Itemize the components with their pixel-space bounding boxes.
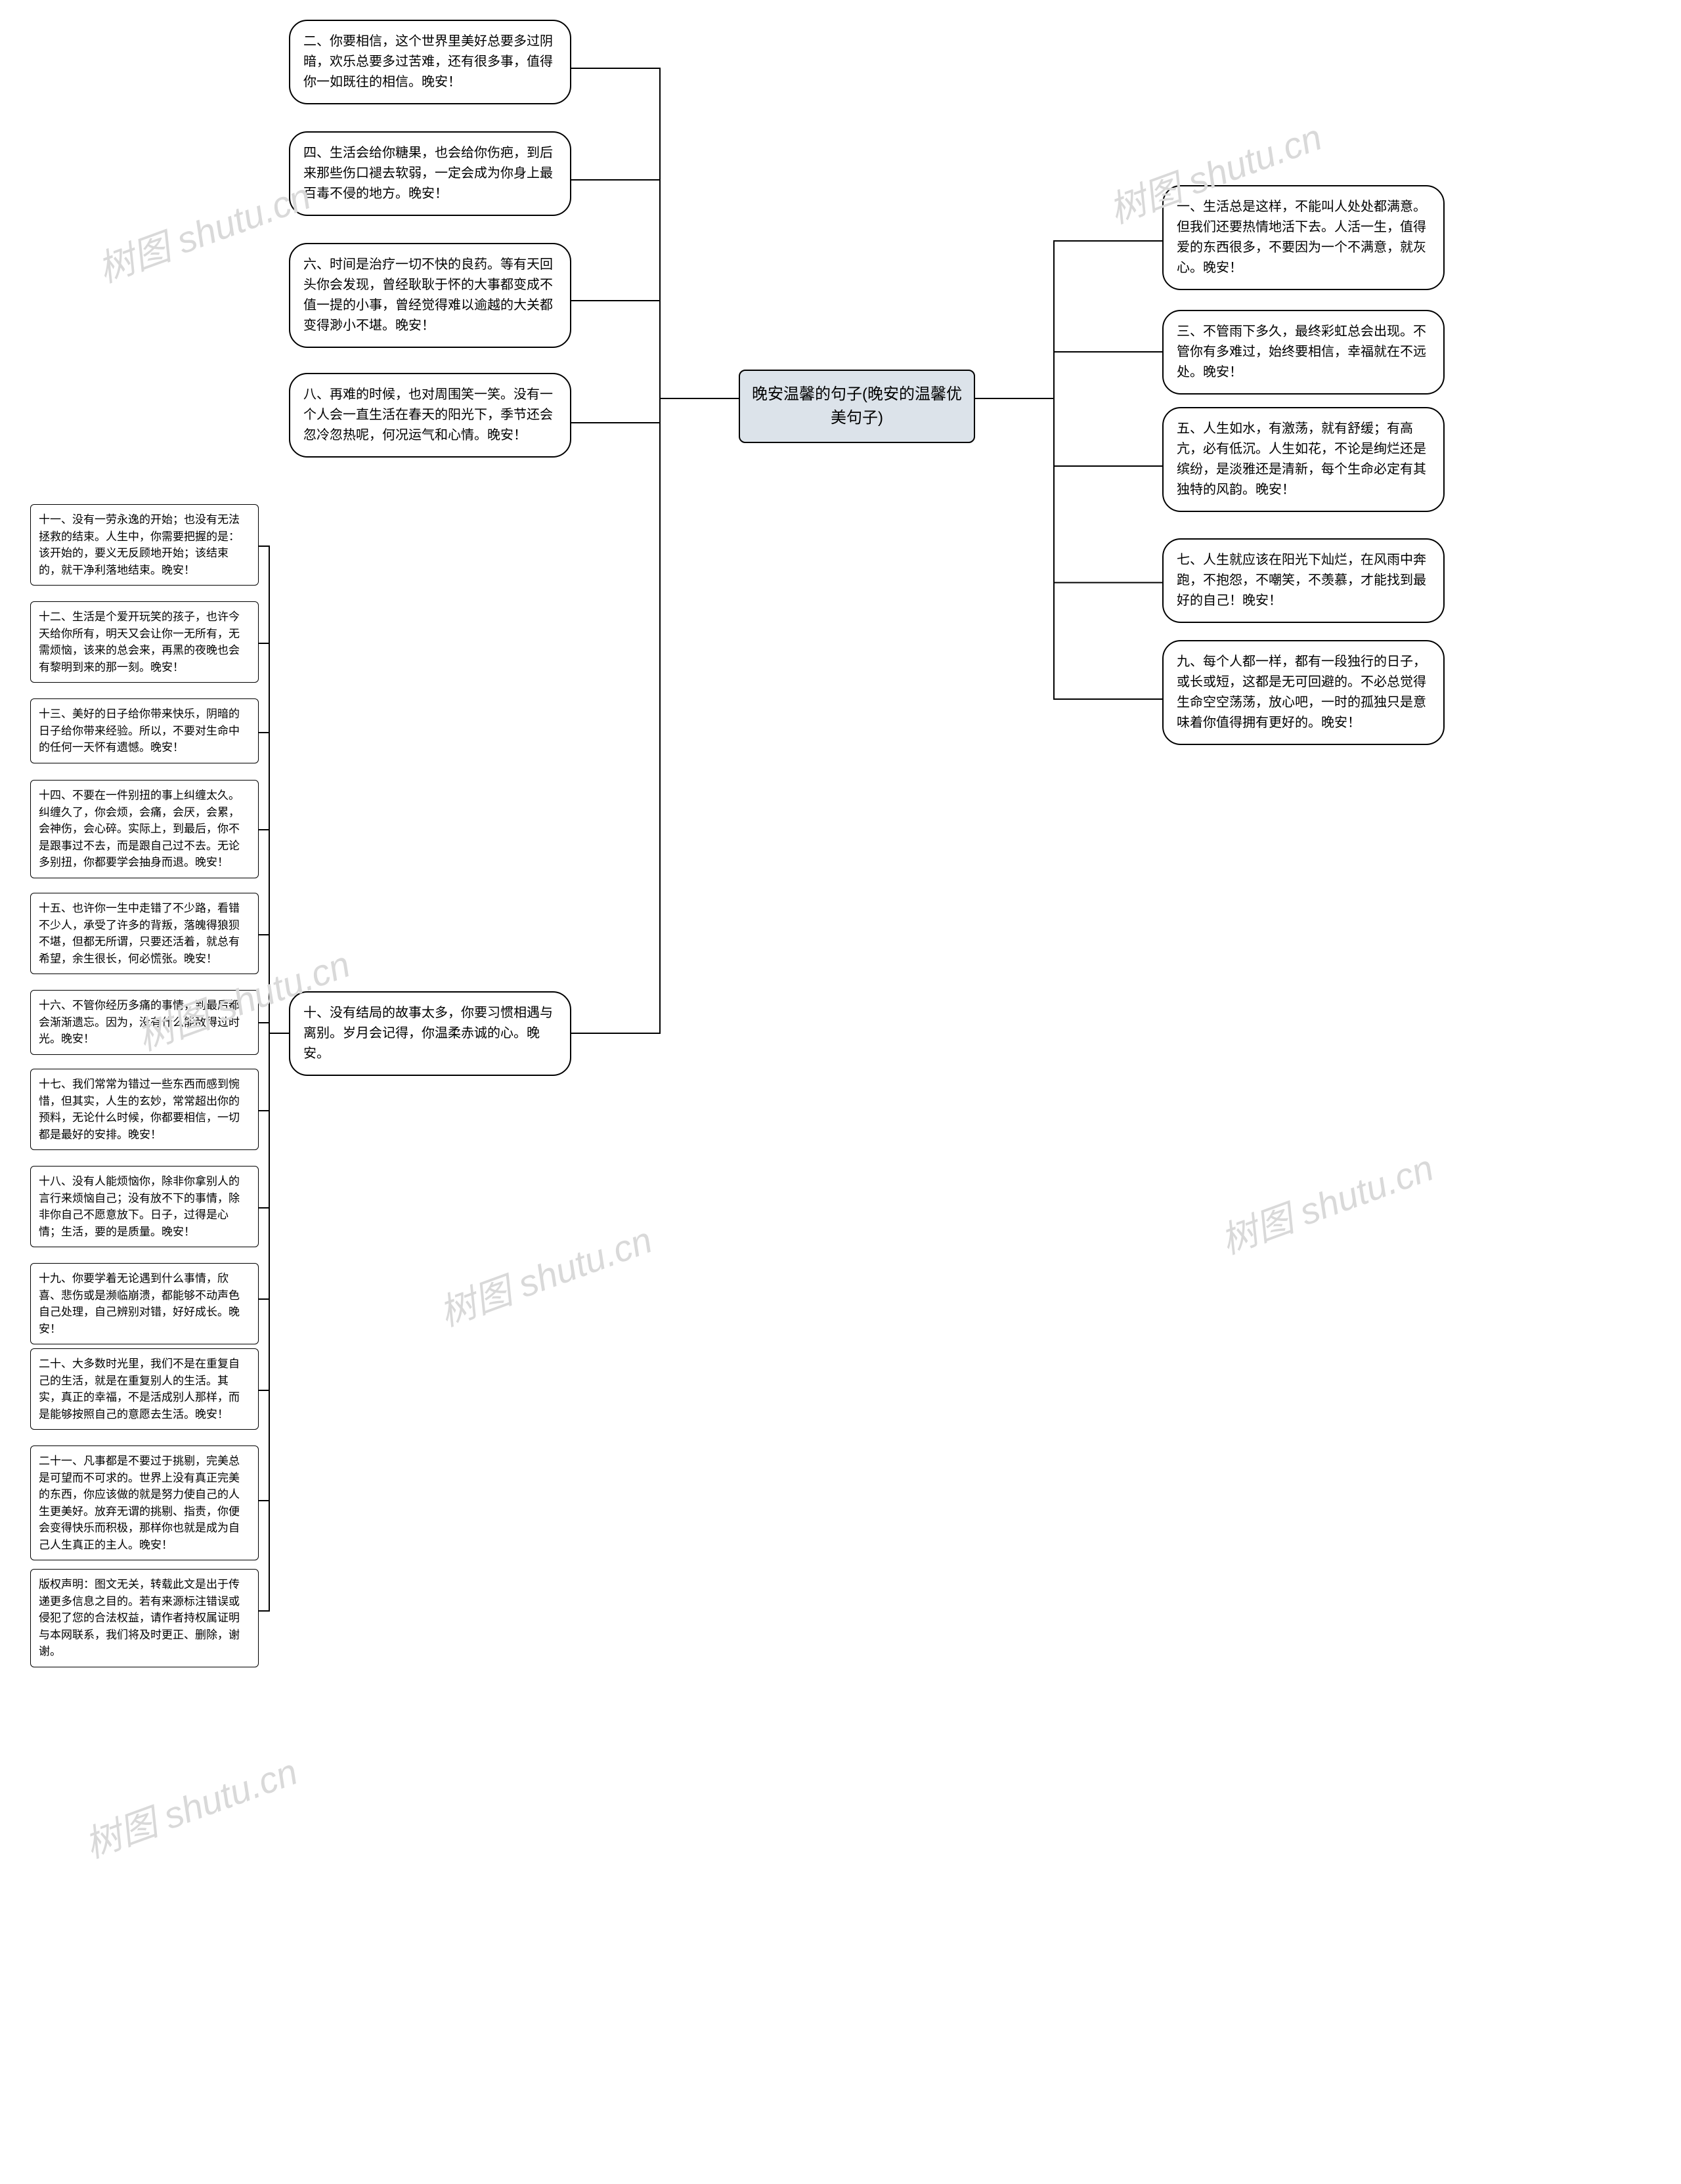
- leaf-node-text: 二十一、凡事都是不要过于挑剔，完美总是可望而不可求的。世界上没有真正完美的东西，…: [39, 1455, 240, 1551]
- leaf-node: 十一、没有一劳永逸的开始；也没有无法拯救的结束。人生中，你需要把握的是：该开始的…: [30, 504, 259, 586]
- right-node: 七、人生就应该在阳光下灿烂，在风雨中奔跑，不抱怨，不嘲笑，不羡慕，才能找到最好的…: [1162, 538, 1445, 623]
- leaf-node-text: 十四、不要在一件别扭的事上纠缠太久。纠缠久了，你会烦，会痛，会厌，会累，会神伤，…: [39, 789, 240, 868]
- leaf-node-text: 十一、没有一劳永逸的开始；也没有无法拯救的结束。人生中，你需要把握的是：该开始的…: [39, 513, 240, 576]
- leaf-node: 十四、不要在一件别扭的事上纠缠太久。纠缠久了，你会烦，会痛，会厌，会累，会神伤，…: [30, 780, 259, 878]
- leaf-node-text: 十五、也许你一生中走错了不少路，看错不少人，承受了许多的背叛，落魄得狼狈不堪，但…: [39, 902, 240, 965]
- watermark: 树图 shutu.cn: [89, 167, 317, 293]
- leaf-node: 十八、没有人能烦恼你，除非你拿别人的言行来烦恼自己；没有放不下的事情，除非你自己…: [30, 1166, 259, 1247]
- leaf-node: 十三、美好的日子给你带来快乐，阴暗的日子给你带来经验。所以，不要对生命中的任何一…: [30, 698, 259, 763]
- right-node: 一、生活总是这样，不能叫人处处都满意。但我们还要热情地活下去。人活一生，值得爱的…: [1162, 185, 1445, 290]
- center-node-text: 晚安温馨的句子(晚安的温馨优美句子): [752, 385, 962, 427]
- right-node-text: 五、人生如水，有激荡，就有舒缓；有高亢，必有低沉。人生如花，不论是绚烂还是缤纷，…: [1177, 421, 1426, 497]
- center-node: 晚安温馨的句子(晚安的温馨优美句子): [739, 370, 975, 443]
- watermark: 树图 shutu.cn: [431, 1210, 659, 1337]
- left-node: 二、你要相信，这个世界里美好总要多过阴暗，欢乐总要多过苦难，还有很多事，值得你一…: [289, 20, 571, 104]
- leaf-node: 十五、也许你一生中走错了不少路，看错不少人，承受了许多的背叛，落魄得狼狈不堪，但…: [30, 893, 259, 974]
- leaf-node-text: 十二、生活是个爱开玩笑的孩子，也许今天给你所有，明天又会让你一无所有，无需烦恼，…: [39, 610, 240, 674]
- left-node-text: 二、你要相信，这个世界里美好总要多过阴暗，欢乐总要多过苦难，还有很多事，值得你一…: [303, 34, 553, 89]
- left-node-text: 六、时间是治疗一切不快的良药。等有天回头你会发现，曾经耿耿于怀的大事都变成不值一…: [303, 257, 553, 333]
- right-node-text: 七、人生就应该在阳光下灿烂，在风雨中奔跑，不抱怨，不嘲笑，不羡慕，才能找到最好的…: [1177, 553, 1426, 608]
- right-node-text: 一、生活总是这样，不能叫人处处都满意。但我们还要热情地活下去。人活一生，值得爱的…: [1177, 200, 1426, 275]
- leaf-node: 十七、我们常常为错过一些东西而感到惋惜，但其实，人生的玄妙，常常超出你的预料，无…: [30, 1069, 259, 1150]
- leaf-node: 二十、大多数时光里，我们不是在重复自己的生活，就是在重复别人的生活。其实，真正的…: [30, 1348, 259, 1430]
- leaf-node-text: 十六、不管你经历多痛的事情，到最后都会渐渐遗忘。因为，没有什么能敌得过时光。晚安…: [39, 999, 240, 1045]
- watermark: 树图 shutu.cn: [1212, 1138, 1440, 1264]
- left-node-text: 八、再难的时候，也对周围笑一笑。没有一个人会一直生活在春天的阳光下，季节还会忽冷…: [303, 387, 553, 442]
- leaf-node: 十二、生活是个爱开玩笑的孩子，也许今天给你所有，明天又会让你一无所有，无需烦恼，…: [30, 601, 259, 683]
- right-node: 三、不管雨下多久，最终彩虹总会出现。不管你有多难过，始终要相信，幸福就在不远处。…: [1162, 310, 1445, 395]
- leaf-node-text: 十七、我们常常为错过一些东西而感到惋惜，但其实，人生的玄妙，常常超出你的预料，无…: [39, 1078, 240, 1141]
- right-node-text: 三、不管雨下多久，最终彩虹总会出现。不管你有多难过，始终要相信，幸福就在不远处。…: [1177, 324, 1426, 379]
- leaf-node-text: 十三、美好的日子给你带来快乐，阴暗的日子给你带来经验。所以，不要对生命中的任何一…: [39, 708, 240, 754]
- watermark: 树图 shutu.cn: [76, 1742, 304, 1868]
- right-node-text: 九、每个人都一样，都有一段独行的日子，或长或短，这都是无可回避的。不必总觉得生命…: [1177, 654, 1426, 730]
- leaf-node-text: 十九、你要学着无论遇到什么事情，欣喜、悲伤或是濒临崩溃，都能够不动声色自己处理，…: [39, 1272, 240, 1335]
- left-node: 八、再难的时候，也对周围笑一笑。没有一个人会一直生活在春天的阳光下，季节还会忽冷…: [289, 373, 571, 458]
- left-node: 六、时间是治疗一切不快的良药。等有天回头你会发现，曾经耿耿于怀的大事都变成不值一…: [289, 243, 571, 348]
- left-node-text: 四、生活会给你糖果，也会给你伤疤，到后来那些伤口褪去软弱，一定会成为你身上最百毒…: [303, 146, 553, 201]
- leaf-node-text: 十八、没有人能烦恼你，除非你拿别人的言行来烦恼自己；没有放不下的事情，除非你自己…: [39, 1175, 240, 1238]
- leaf-node-text: 版权声明：图文无关，转载此文是出于传递更多信息之目的。若有来源标注错误或侵犯了您…: [39, 1578, 240, 1658]
- left-node: 四、生活会给你糖果，也会给你伤疤，到后来那些伤口褪去软弱，一定会成为你身上最百毒…: [289, 131, 571, 216]
- right-node: 九、每个人都一样，都有一段独行的日子，或长或短，这都是无可回避的。不必总觉得生命…: [1162, 640, 1445, 745]
- leaf-node-text: 二十、大多数时光里，我们不是在重复自己的生活，就是在重复别人的生活。其实，真正的…: [39, 1358, 240, 1421]
- leaf-node: 十六、不管你经历多痛的事情，到最后都会渐渐遗忘。因为，没有什么能敌得过时光。晚安…: [30, 990, 259, 1055]
- leaf-node: 十九、你要学着无论遇到什么事情，欣喜、悲伤或是濒临崩溃，都能够不动声色自己处理，…: [30, 1263, 259, 1344]
- leaf-node: 版权声明：图文无关，转载此文是出于传递更多信息之目的。若有来源标注错误或侵犯了您…: [30, 1569, 259, 1667]
- right-node: 五、人生如水，有激荡，就有舒缓；有高亢，必有低沉。人生如花，不论是绚烂还是缤纷，…: [1162, 407, 1445, 512]
- left-node-text: 十、没有结局的故事太多，你要习惯相遇与离别。岁月会记得，你温柔赤诚的心。晚安。: [303, 1006, 553, 1061]
- leaf-node: 二十一、凡事都是不要过于挑剔，完美总是可望而不可求的。世界上没有真正完美的东西，…: [30, 1445, 259, 1560]
- left-node: 十、没有结局的故事太多，你要习惯相遇与离别。岁月会记得，你温柔赤诚的心。晚安。: [289, 991, 571, 1076]
